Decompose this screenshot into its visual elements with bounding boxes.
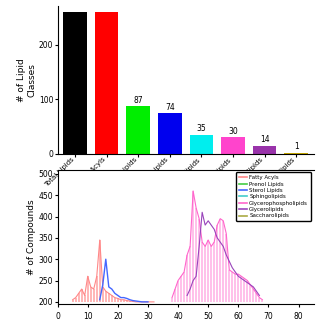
Bar xyxy=(189,134,213,154)
Text: B: B xyxy=(297,179,308,194)
Text: 74: 74 xyxy=(165,103,175,112)
Bar xyxy=(221,137,245,154)
Bar xyxy=(158,113,182,154)
Legend: Fatty Acyls, Prenol Lipids, Sterol Lipids, Sphingolipids, Glycerophospholipids, : Fatty Acyls, Prenol Lipids, Sterol Lipid… xyxy=(236,172,311,221)
Bar xyxy=(253,146,276,154)
Bar xyxy=(63,12,87,154)
Text: 35: 35 xyxy=(196,124,206,133)
Bar xyxy=(284,153,308,154)
Bar xyxy=(126,106,150,154)
Text: 1: 1 xyxy=(294,142,299,151)
Text: 87: 87 xyxy=(133,96,143,105)
Text: 30: 30 xyxy=(228,127,238,136)
Y-axis label: # of Compounds: # of Compounds xyxy=(27,199,36,275)
Text: 14: 14 xyxy=(260,135,269,144)
Y-axis label: # of Lipid
Classes: # of Lipid Classes xyxy=(17,58,36,102)
Bar xyxy=(95,12,118,154)
